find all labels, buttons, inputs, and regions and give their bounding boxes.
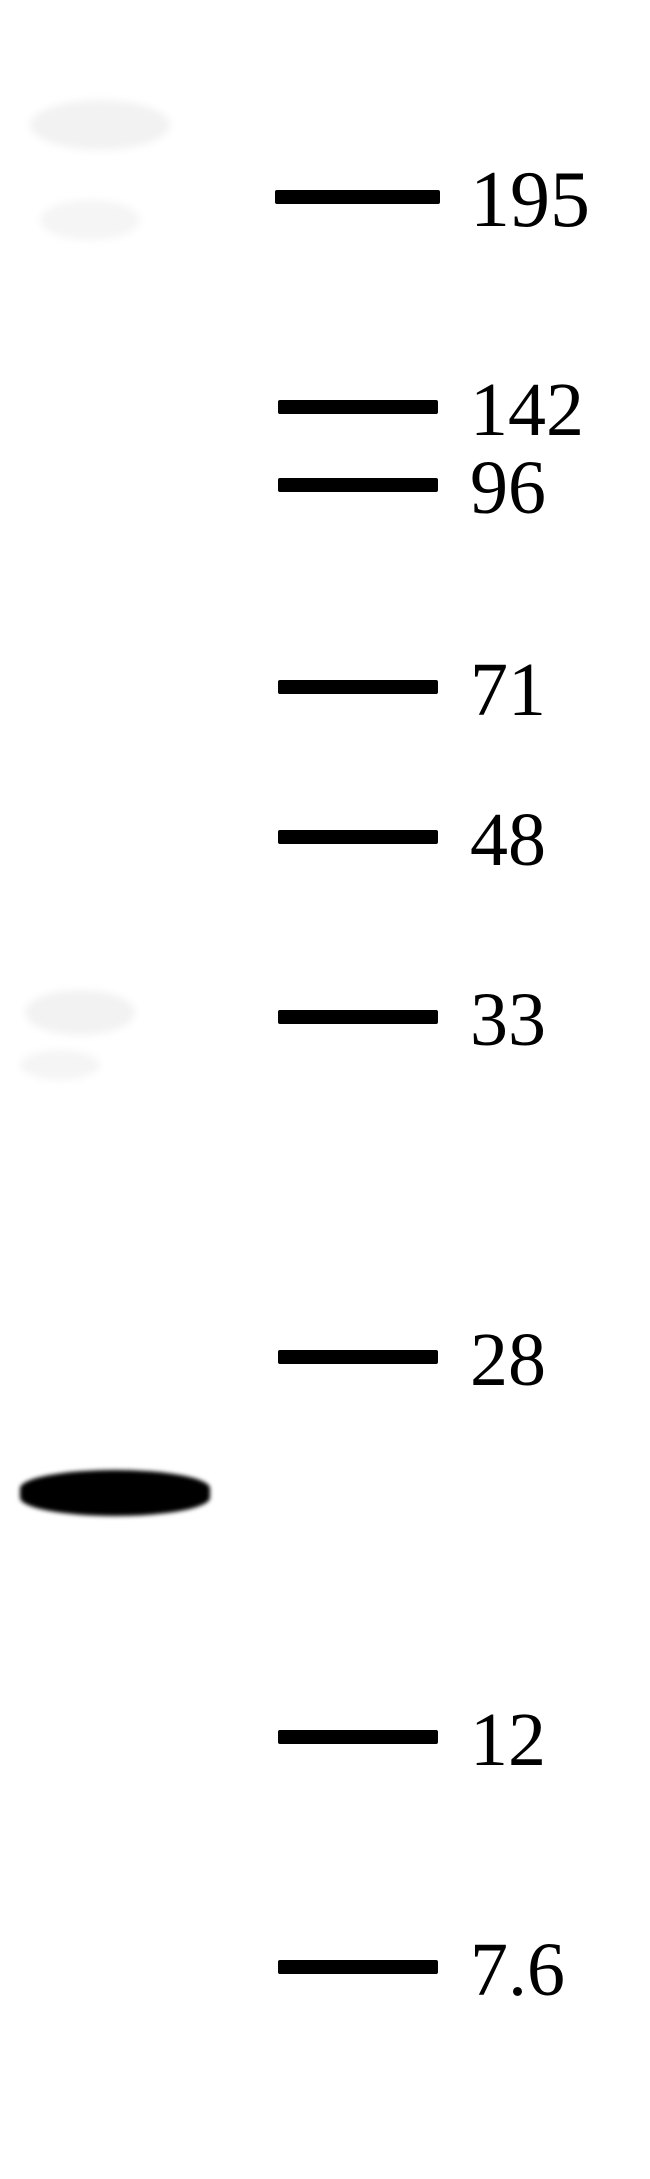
ladder-label-48: 48 (470, 802, 546, 878)
ladder-label-7-6: 7.6 (470, 1932, 565, 2008)
western-blot-image: 195 142 96 71 48 33 28 12 7.6 (0, 0, 650, 2179)
ladder-mark-48 (278, 830, 438, 844)
ladder-mark-33 (278, 1010, 438, 1024)
background-noise-2 (40, 200, 140, 240)
ladder-label-71: 71 (470, 652, 546, 728)
ladder-mark-142 (278, 400, 438, 414)
background-noise-4 (20, 1050, 100, 1080)
sample-band-main (20, 1470, 210, 1516)
ladder-label-12: 12 (470, 1702, 546, 1778)
ladder-label-28: 28 (470, 1322, 546, 1398)
background-noise-1 (30, 100, 170, 150)
ladder-label-142: 142 (470, 372, 584, 448)
ladder-mark-96 (278, 478, 438, 492)
ladder-label-96: 96 (470, 450, 546, 526)
ladder-mark-28 (278, 1350, 438, 1364)
ladder-mark-71 (278, 680, 438, 694)
ladder-mark-12 (278, 1730, 438, 1744)
ladder-mark-195 (275, 190, 440, 204)
background-noise-3 (25, 990, 135, 1035)
ladder-mark-7-6 (278, 1960, 438, 1974)
ladder-label-195: 195 (470, 160, 590, 240)
ladder-label-33: 33 (470, 982, 546, 1058)
